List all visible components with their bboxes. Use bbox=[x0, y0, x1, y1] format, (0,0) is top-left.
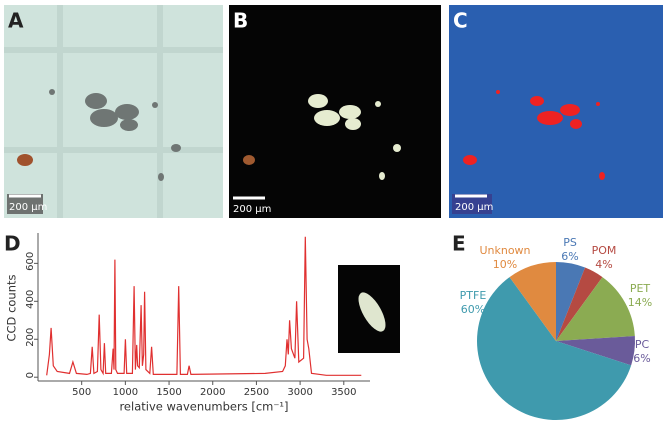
scale-text: 200 µm bbox=[233, 204, 271, 215]
pie-value-label: 6% bbox=[561, 250, 578, 263]
x-axis-label: relative wavenumbers [cm⁻¹] bbox=[119, 400, 288, 414]
particles-a bbox=[49, 89, 181, 181]
pie-slice bbox=[556, 277, 635, 341]
scale-box bbox=[452, 194, 492, 214]
particles-c bbox=[463, 90, 605, 180]
x-tick-label: 2500 bbox=[244, 387, 269, 398]
pie-label: Unknown bbox=[479, 244, 530, 257]
pie-value-label: 6% bbox=[633, 352, 650, 365]
micrograph-c bbox=[449, 5, 663, 218]
y-tick-label: 400 bbox=[25, 290, 36, 309]
pie-slice bbox=[509, 262, 556, 341]
y-tick-label: 200 bbox=[25, 328, 36, 347]
panel-letter: B bbox=[233, 9, 248, 33]
pie-slice bbox=[556, 336, 635, 366]
spectrum-line bbox=[46, 236, 362, 376]
pie-label: PTFE bbox=[460, 289, 487, 302]
micrograph-b bbox=[229, 5, 441, 218]
panel-letter: D bbox=[4, 232, 21, 256]
pie-label: PET bbox=[630, 282, 651, 295]
pie-value-label: 14% bbox=[628, 296, 652, 309]
pie-label: PS bbox=[563, 236, 577, 249]
panel-letter: C bbox=[453, 9, 468, 33]
scale-box bbox=[7, 194, 43, 214]
pie-slice bbox=[477, 277, 632, 420]
y-tick-label: 0 bbox=[25, 372, 36, 378]
scale-text: 200 µm bbox=[9, 202, 47, 213]
panel-letter: A bbox=[8, 9, 24, 33]
pie-slice bbox=[556, 262, 586, 341]
inset-particle bbox=[358, 292, 386, 332]
y-axis-label: CCD counts bbox=[5, 274, 19, 341]
scale-text: 200 µm bbox=[455, 202, 493, 213]
pie-label: POM bbox=[592, 244, 617, 257]
x-tick-label: 1500 bbox=[156, 387, 181, 398]
particle bbox=[243, 155, 255, 165]
particle bbox=[17, 154, 33, 166]
y-tick-label: 600 bbox=[25, 252, 36, 271]
x-tick-label: 1000 bbox=[113, 387, 138, 398]
pie-value-label: 60% bbox=[461, 303, 485, 316]
x-tick-label: 3500 bbox=[331, 387, 356, 398]
pie-value-label: 4% bbox=[595, 258, 612, 271]
particles-b bbox=[308, 94, 401, 180]
grid-pattern bbox=[4, 5, 223, 218]
x-tick-label: 500 bbox=[72, 387, 91, 398]
panel-letter: E bbox=[452, 232, 466, 256]
pie-value-label: 10% bbox=[493, 258, 517, 271]
pie-label: PC bbox=[635, 338, 650, 351]
pie-slice bbox=[556, 267, 603, 341]
x-tick-label: 2000 bbox=[200, 387, 225, 398]
x-tick-label: 3000 bbox=[287, 387, 312, 398]
